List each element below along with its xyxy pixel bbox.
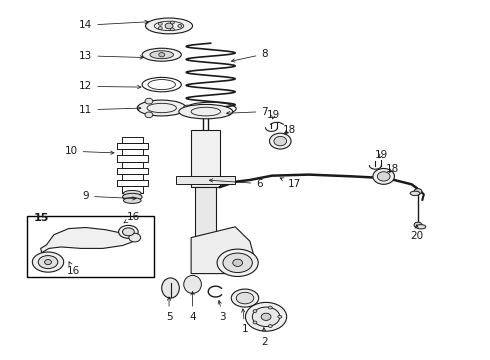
- Text: 2: 2: [261, 328, 268, 347]
- Text: 19: 19: [374, 150, 388, 160]
- Circle shape: [145, 98, 153, 104]
- Ellipse shape: [32, 252, 64, 272]
- Text: 7: 7: [226, 107, 268, 117]
- Text: 18: 18: [385, 164, 399, 174]
- Circle shape: [159, 53, 165, 57]
- Ellipse shape: [416, 225, 426, 229]
- Ellipse shape: [184, 275, 201, 293]
- Polygon shape: [191, 227, 255, 274]
- Ellipse shape: [236, 292, 254, 304]
- Text: 16: 16: [124, 212, 140, 223]
- Circle shape: [183, 105, 191, 111]
- Circle shape: [171, 28, 174, 31]
- Text: 6: 6: [209, 179, 263, 189]
- Ellipse shape: [122, 193, 142, 201]
- Text: 19: 19: [267, 110, 280, 120]
- Circle shape: [278, 315, 282, 318]
- Text: 20: 20: [410, 225, 423, 241]
- Circle shape: [261, 313, 271, 320]
- Ellipse shape: [252, 307, 280, 327]
- Ellipse shape: [223, 253, 252, 273]
- Ellipse shape: [179, 104, 233, 119]
- Text: 9: 9: [82, 191, 136, 201]
- Ellipse shape: [377, 172, 390, 181]
- Circle shape: [145, 112, 153, 118]
- Text: 4: 4: [189, 292, 196, 322]
- Ellipse shape: [123, 190, 141, 196]
- Text: 11: 11: [79, 105, 141, 115]
- Ellipse shape: [137, 100, 186, 116]
- Circle shape: [253, 310, 257, 312]
- Circle shape: [233, 259, 243, 266]
- Text: 18: 18: [282, 125, 296, 135]
- Ellipse shape: [142, 48, 181, 61]
- Text: 10: 10: [65, 146, 114, 156]
- Ellipse shape: [414, 222, 422, 228]
- Circle shape: [253, 321, 257, 324]
- Circle shape: [171, 21, 174, 24]
- Ellipse shape: [410, 191, 420, 195]
- Ellipse shape: [373, 168, 394, 184]
- Circle shape: [269, 306, 272, 309]
- Ellipse shape: [162, 278, 179, 298]
- Circle shape: [158, 22, 162, 25]
- Polygon shape: [191, 130, 220, 187]
- Ellipse shape: [150, 51, 173, 59]
- Ellipse shape: [245, 302, 287, 331]
- Polygon shape: [41, 228, 133, 253]
- Circle shape: [129, 233, 141, 242]
- Circle shape: [165, 23, 173, 29]
- Text: 13: 13: [79, 51, 144, 61]
- Text: 17: 17: [280, 178, 301, 189]
- Text: 15: 15: [34, 213, 49, 223]
- Ellipse shape: [231, 289, 259, 307]
- Text: 12: 12: [79, 81, 141, 91]
- Text: 5: 5: [166, 297, 172, 322]
- Ellipse shape: [123, 198, 141, 203]
- Text: 3: 3: [218, 301, 226, 322]
- Circle shape: [269, 325, 272, 328]
- Ellipse shape: [146, 18, 193, 34]
- Ellipse shape: [414, 189, 422, 194]
- Ellipse shape: [274, 136, 287, 146]
- Ellipse shape: [119, 225, 138, 238]
- Circle shape: [158, 27, 162, 30]
- Text: 14: 14: [79, 20, 148, 30]
- Bar: [27, 216, 154, 277]
- Text: 1: 1: [242, 309, 248, 334]
- Ellipse shape: [122, 228, 134, 236]
- Polygon shape: [195, 187, 216, 268]
- Polygon shape: [176, 176, 235, 184]
- Text: 16: 16: [67, 262, 80, 276]
- Circle shape: [178, 24, 182, 27]
- Text: 8: 8: [231, 49, 268, 62]
- Circle shape: [45, 260, 51, 265]
- Ellipse shape: [217, 249, 258, 276]
- Ellipse shape: [38, 256, 58, 269]
- Ellipse shape: [270, 133, 291, 149]
